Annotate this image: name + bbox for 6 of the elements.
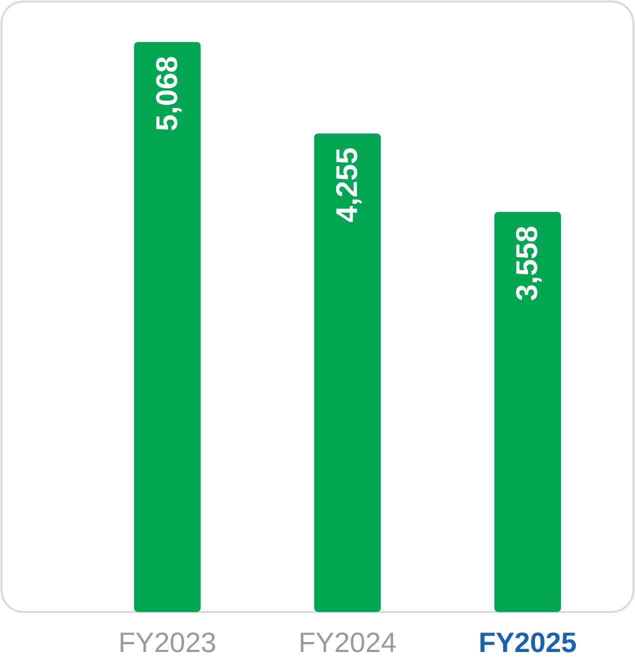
x-tick-label: FY2023 xyxy=(118,627,216,658)
data-label: 5,068 xyxy=(150,56,184,132)
data-label: 3,558 xyxy=(511,226,544,301)
x-tick-label: FY2024 xyxy=(298,627,397,658)
x-tick-label: FY2025 xyxy=(478,627,577,658)
data-label: 4,255 xyxy=(331,147,364,223)
